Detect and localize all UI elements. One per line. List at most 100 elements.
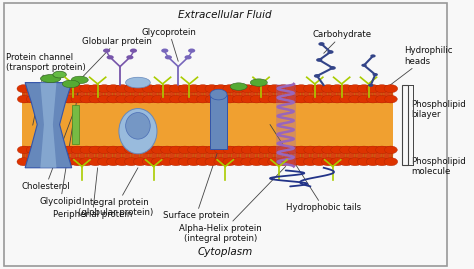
Circle shape bbox=[80, 95, 93, 103]
Ellipse shape bbox=[71, 76, 88, 84]
Circle shape bbox=[322, 146, 335, 154]
Circle shape bbox=[18, 146, 30, 154]
Polygon shape bbox=[40, 83, 56, 168]
Circle shape bbox=[294, 85, 308, 93]
Circle shape bbox=[116, 158, 129, 166]
Circle shape bbox=[143, 146, 155, 154]
Circle shape bbox=[314, 74, 320, 78]
Circle shape bbox=[62, 146, 75, 154]
Circle shape bbox=[133, 158, 147, 166]
Circle shape bbox=[44, 95, 57, 103]
Circle shape bbox=[214, 158, 228, 166]
Circle shape bbox=[384, 146, 397, 154]
Circle shape bbox=[304, 146, 317, 154]
FancyBboxPatch shape bbox=[4, 3, 447, 266]
Circle shape bbox=[373, 73, 378, 76]
Circle shape bbox=[44, 146, 57, 154]
Text: Integral protein
(globular protein): Integral protein (globular protein) bbox=[78, 168, 153, 217]
Circle shape bbox=[89, 146, 102, 154]
Circle shape bbox=[259, 146, 272, 154]
Circle shape bbox=[205, 95, 218, 103]
Circle shape bbox=[223, 85, 237, 93]
Circle shape bbox=[384, 95, 397, 103]
Circle shape bbox=[80, 85, 93, 93]
Circle shape bbox=[107, 55, 114, 59]
Circle shape bbox=[375, 146, 388, 154]
Circle shape bbox=[187, 85, 201, 93]
Circle shape bbox=[223, 95, 236, 103]
Circle shape bbox=[89, 95, 102, 103]
Circle shape bbox=[330, 85, 344, 93]
Circle shape bbox=[241, 146, 254, 154]
Circle shape bbox=[322, 95, 335, 103]
Circle shape bbox=[130, 48, 137, 53]
Circle shape bbox=[107, 85, 120, 93]
Circle shape bbox=[328, 50, 334, 54]
Circle shape bbox=[223, 146, 236, 154]
Circle shape bbox=[232, 85, 246, 93]
Bar bbox=[210, 95, 227, 149]
Circle shape bbox=[152, 146, 164, 154]
Bar bbox=[21, 147, 393, 165]
Ellipse shape bbox=[119, 109, 157, 154]
Circle shape bbox=[303, 85, 317, 93]
Bar bbox=[21, 85, 393, 102]
Circle shape bbox=[179, 146, 191, 154]
Circle shape bbox=[71, 85, 84, 93]
Circle shape bbox=[304, 95, 317, 103]
Ellipse shape bbox=[250, 79, 267, 86]
Circle shape bbox=[151, 158, 165, 166]
Circle shape bbox=[98, 158, 111, 166]
Bar bbox=[72, 105, 79, 144]
Circle shape bbox=[133, 85, 147, 93]
Circle shape bbox=[313, 95, 326, 103]
Circle shape bbox=[368, 84, 374, 87]
Circle shape bbox=[62, 158, 75, 166]
Circle shape bbox=[103, 48, 110, 53]
Circle shape bbox=[26, 85, 39, 93]
Text: Carbohydrate: Carbohydrate bbox=[312, 30, 372, 53]
Circle shape bbox=[26, 146, 39, 154]
Circle shape bbox=[250, 146, 263, 154]
Ellipse shape bbox=[62, 80, 79, 88]
Text: Alpha-Helix protein
(integral protein): Alpha-Helix protein (integral protein) bbox=[179, 167, 286, 243]
Circle shape bbox=[142, 85, 156, 93]
Circle shape bbox=[196, 95, 210, 103]
Circle shape bbox=[277, 146, 290, 154]
Circle shape bbox=[286, 158, 299, 166]
Text: Glycolipid: Glycolipid bbox=[39, 81, 82, 206]
Circle shape bbox=[384, 85, 398, 93]
Circle shape bbox=[62, 95, 75, 103]
Circle shape bbox=[161, 48, 168, 53]
Text: Cholesterol: Cholesterol bbox=[21, 108, 75, 191]
Circle shape bbox=[44, 85, 57, 93]
Circle shape bbox=[169, 85, 183, 93]
Circle shape bbox=[232, 158, 246, 166]
Circle shape bbox=[53, 158, 66, 166]
Circle shape bbox=[331, 146, 344, 154]
Circle shape bbox=[98, 95, 111, 103]
Circle shape bbox=[357, 85, 371, 93]
Circle shape bbox=[161, 146, 173, 154]
Circle shape bbox=[53, 95, 66, 103]
Circle shape bbox=[223, 158, 237, 166]
Circle shape bbox=[232, 95, 245, 103]
Circle shape bbox=[205, 158, 219, 166]
Circle shape bbox=[35, 146, 48, 154]
Circle shape bbox=[357, 146, 371, 154]
Circle shape bbox=[89, 158, 102, 166]
Circle shape bbox=[250, 158, 264, 166]
Circle shape bbox=[268, 158, 281, 166]
Circle shape bbox=[321, 85, 335, 93]
Circle shape bbox=[160, 158, 174, 166]
Circle shape bbox=[214, 146, 227, 154]
Circle shape bbox=[107, 95, 120, 103]
Circle shape bbox=[89, 85, 102, 93]
Circle shape bbox=[17, 85, 31, 93]
Circle shape bbox=[205, 85, 219, 93]
Circle shape bbox=[160, 85, 174, 93]
Ellipse shape bbox=[230, 83, 247, 90]
Circle shape bbox=[71, 158, 84, 166]
Circle shape bbox=[178, 85, 192, 93]
Ellipse shape bbox=[210, 89, 227, 100]
